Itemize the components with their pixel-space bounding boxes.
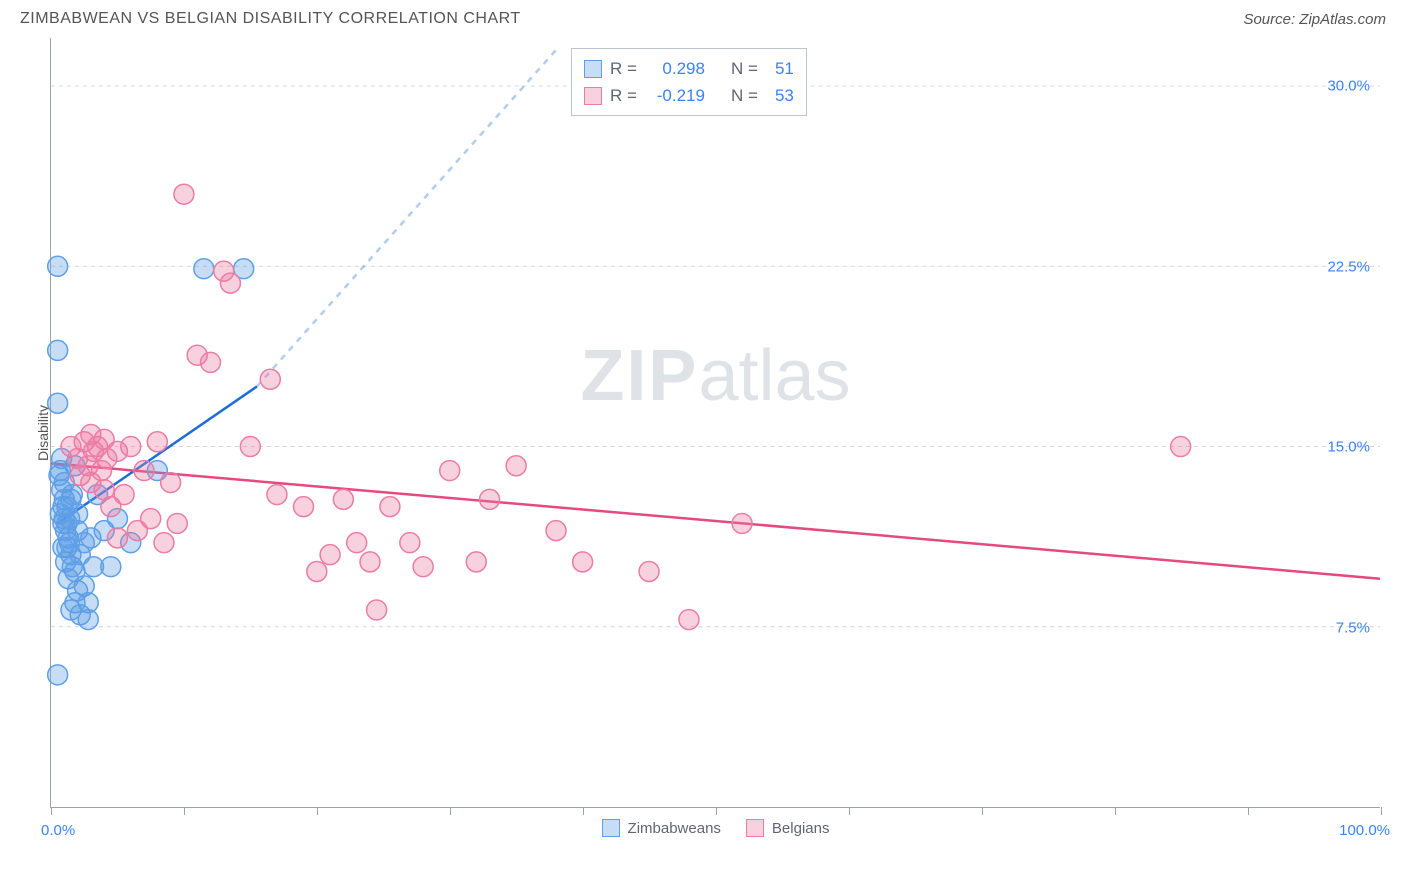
scatter-point[interactable]: [732, 513, 752, 533]
scatter-point[interactable]: [194, 259, 214, 279]
x-tick: [1115, 807, 1116, 815]
legend-item-b: Belgians: [746, 819, 830, 837]
stats-r-label-a: R =: [610, 55, 637, 82]
stats-n-label-a: N =: [731, 55, 758, 82]
trend-line: [51, 463, 1380, 578]
legend-swatch-b: [746, 819, 764, 837]
scatter-point[interactable]: [141, 509, 161, 529]
stats-r-value-b: -0.219: [645, 82, 705, 109]
scatter-point[interactable]: [220, 273, 240, 293]
y-tick-label: 30.0%: [1327, 78, 1370, 95]
scatter-point[interactable]: [333, 489, 353, 509]
chart-container: Disability ZIPatlas 7.5%15.0%22.5%30.0% …: [10, 33, 1396, 833]
scatter-point[interactable]: [506, 456, 526, 476]
scatter-point[interactable]: [48, 665, 68, 685]
chart-source: Source: ZipAtlas.com: [1243, 11, 1386, 28]
scatter-point[interactable]: [413, 557, 433, 577]
scatter-point[interactable]: [161, 473, 181, 493]
scatter-point[interactable]: [48, 256, 68, 276]
x-axis-min-label: 0.0%: [41, 822, 75, 839]
chart-header: ZIMBABWEAN VS BELGIAN DISABILITY CORRELA…: [10, 10, 1396, 33]
stats-swatch-b: [584, 87, 602, 105]
stats-box: R = 0.298 N = 51 R = -0.219 N = 53: [571, 48, 807, 116]
scatter-point[interactable]: [114, 485, 134, 505]
scatter-point[interactable]: [48, 393, 68, 413]
scatter-point[interactable]: [367, 600, 387, 620]
x-tick: [1248, 807, 1249, 815]
x-tick: [450, 807, 451, 815]
scatter-point[interactable]: [134, 461, 154, 481]
stats-row-a: R = 0.298 N = 51: [584, 55, 794, 82]
scatter-point[interactable]: [347, 533, 367, 553]
y-tick-label: 7.5%: [1336, 619, 1370, 636]
x-tick: [849, 807, 850, 815]
stats-r-label-b: R =: [610, 82, 637, 109]
scatter-point[interactable]: [200, 352, 220, 372]
chart-title: ZIMBABWEAN VS BELGIAN DISABILITY CORRELA…: [20, 10, 521, 28]
scatter-point[interactable]: [546, 521, 566, 541]
scatter-point[interactable]: [294, 497, 314, 517]
x-tick: [716, 807, 717, 815]
trend-line-dash: [257, 50, 556, 386]
stats-n-label-b: N =: [731, 82, 758, 109]
scatter-point[interactable]: [240, 437, 260, 457]
scatter-point[interactable]: [78, 610, 98, 630]
plot-svg: [51, 38, 1380, 807]
scatter-point[interactable]: [307, 562, 327, 582]
x-tick: [1381, 807, 1382, 815]
scatter-point[interactable]: [154, 533, 174, 553]
scatter-point[interactable]: [267, 485, 287, 505]
scatter-point[interactable]: [639, 562, 659, 582]
stats-n-value-a: 51: [766, 55, 794, 82]
y-tick-label: 22.5%: [1327, 258, 1370, 275]
scatter-point[interactable]: [440, 461, 460, 481]
y-tick-label: 15.0%: [1327, 439, 1370, 456]
scatter-point[interactable]: [107, 528, 127, 548]
scatter-point[interactable]: [466, 552, 486, 572]
x-tick: [583, 807, 584, 815]
legend: Zimbabweans Belgians: [602, 819, 830, 837]
plot-area: ZIPatlas 7.5%15.0%22.5%30.0% R = 0.298 N…: [50, 38, 1380, 808]
scatter-point[interactable]: [400, 533, 420, 553]
x-tick: [51, 807, 52, 815]
x-tick: [184, 807, 185, 815]
scatter-point[interactable]: [62, 485, 82, 505]
x-axis-max-label: 100.0%: [1339, 822, 1390, 839]
scatter-point[interactable]: [101, 557, 121, 577]
legend-swatch-a: [602, 819, 620, 837]
scatter-point[interactable]: [260, 369, 280, 389]
legend-label-a: Zimbabweans: [628, 820, 721, 837]
scatter-point[interactable]: [573, 552, 593, 572]
y-axis-label: Disability: [35, 405, 51, 461]
scatter-point[interactable]: [380, 497, 400, 517]
legend-item-a: Zimbabweans: [602, 819, 721, 837]
stats-r-value-a: 0.298: [645, 55, 705, 82]
scatter-point[interactable]: [167, 513, 187, 533]
scatter-point[interactable]: [174, 184, 194, 204]
stats-swatch-a: [584, 60, 602, 78]
scatter-point[interactable]: [480, 489, 500, 509]
scatter-point[interactable]: [68, 504, 88, 524]
x-tick: [982, 807, 983, 815]
scatter-point[interactable]: [121, 437, 141, 457]
stats-n-value-b: 53: [766, 82, 794, 109]
scatter-point[interactable]: [1171, 437, 1191, 457]
scatter-point[interactable]: [48, 340, 68, 360]
scatter-point[interactable]: [360, 552, 380, 572]
scatter-point[interactable]: [320, 545, 340, 565]
scatter-point[interactable]: [147, 432, 167, 452]
stats-row-b: R = -0.219 N = 53: [584, 82, 794, 109]
scatter-point[interactable]: [679, 610, 699, 630]
x-tick: [317, 807, 318, 815]
legend-label-b: Belgians: [772, 820, 830, 837]
